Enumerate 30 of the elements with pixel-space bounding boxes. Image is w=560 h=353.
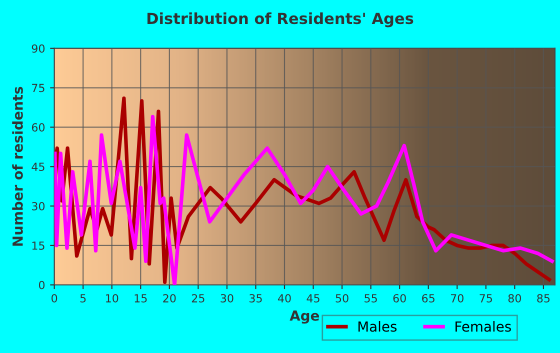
chart-title: Distribution of Residents' Ages: [147, 12, 414, 28]
x-tick-label: 15: [134, 294, 147, 302]
y-tick-label: 15: [32, 242, 44, 250]
x-axis-title: Age: [290, 310, 320, 324]
y-tick-label: 75: [32, 84, 44, 92]
x-tick-label: 80: [508, 294, 522, 302]
x-tick-label: 5: [80, 294, 86, 302]
x-tick-label: 50: [336, 294, 348, 302]
x-tick-label: 70: [450, 294, 464, 302]
x-tick-label: 85: [537, 294, 550, 302]
y-tick-label: 60: [32, 123, 45, 132]
x-tick-label: 35: [250, 294, 262, 302]
x-tick-label: 20: [163, 294, 176, 302]
y-axis-title: Number of residents: [12, 86, 23, 246]
y-tick-label: 30: [32, 202, 45, 210]
y-tick-label: 0: [38, 280, 45, 290]
x-tick-label: 60: [393, 294, 406, 302]
x-tick-label: 65: [422, 294, 434, 302]
x-tick-label: 25: [192, 294, 204, 302]
x-tick-label: 0: [52, 294, 58, 302]
legend-label: Males: [358, 321, 397, 332]
x-tick-label: 10: [106, 294, 118, 302]
y-tick-label: 45: [32, 162, 44, 171]
x-tick-label: 55: [364, 294, 377, 302]
y-tick-label: 90: [32, 44, 45, 53]
x-tick-label: 40: [278, 294, 291, 302]
legend-label: Females: [456, 321, 511, 332]
x-tick-label: 75: [480, 294, 492, 302]
x-tick-label: 45: [306, 294, 320, 302]
x-tick-label: 30: [220, 294, 234, 302]
